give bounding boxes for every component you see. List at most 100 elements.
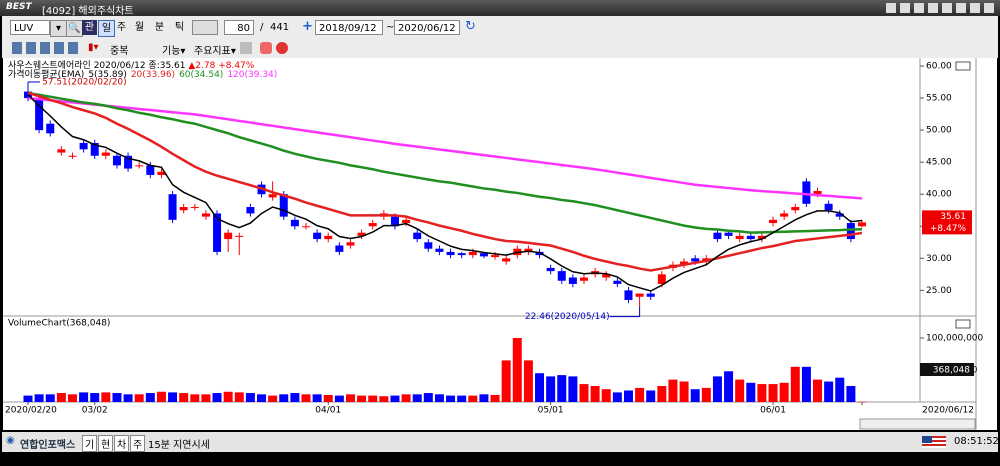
- indicator-menu[interactable]: 주요지표▾: [194, 46, 236, 57]
- toolbar-button[interactable]: 관: [82, 20, 97, 35]
- header-line: 사우스웨스트에어라인 2020/06/12 종:35.61 ▲2.78 +8.4…: [8, 59, 255, 71]
- volume-bar: [112, 393, 122, 402]
- volume-bar: [813, 379, 823, 402]
- status-tab[interactable]: 기: [82, 435, 98, 452]
- y-tick-label: 100,000,000: [926, 334, 984, 344]
- volume-bar: [168, 392, 178, 402]
- volume-bar: [123, 394, 133, 402]
- candle-body: [735, 235, 744, 240]
- volume-bar: [512, 338, 522, 402]
- delay-note: 15분 지연시세: [148, 440, 210, 451]
- red-icon[interactable]: [276, 42, 288, 54]
- candle-body: [90, 142, 99, 156]
- refresh-button[interactable]: ↻: [465, 19, 476, 34]
- candle-body: [79, 142, 88, 150]
- toolbar-2: ▮▾ 중복 기능▾ 주요지표▾: [2, 39, 998, 58]
- stock-info: 2020/06/12 종:35.61: [94, 60, 186, 71]
- volume-bar: [835, 377, 845, 402]
- volume-bar: [401, 394, 411, 402]
- candle-body: [824, 203, 833, 211]
- red-icon[interactable]: [260, 42, 272, 54]
- y-tick-label: 40.00: [926, 190, 952, 200]
- volume-bar: [90, 393, 100, 402]
- volume-bar: [101, 392, 111, 402]
- candle-body: [157, 171, 166, 175]
- candle-body: [179, 207, 188, 211]
- toolbar-button[interactable]: 틱: [174, 22, 185, 33]
- blank-box[interactable]: [192, 20, 218, 35]
- legend-entry: 60(34.54): [179, 70, 223, 80]
- y-tick-label: 55.00: [926, 94, 952, 104]
- candle-body: [201, 213, 210, 217]
- volume-bar: [490, 394, 500, 402]
- add-button[interactable]: +: [302, 19, 313, 34]
- candle-body: [235, 235, 244, 237]
- toolbar-button[interactable]: 분: [154, 22, 165, 33]
- pane-buttons[interactable]: [955, 319, 971, 329]
- y-tick-label: 50.00: [926, 126, 952, 136]
- candle-body: [346, 242, 355, 246]
- status-tab[interactable]: 현: [98, 435, 114, 452]
- candle-body: [813, 191, 822, 195]
- volume-bar: [635, 387, 645, 402]
- volume-bar: [568, 376, 578, 402]
- pane-buttons[interactable]: [955, 61, 971, 71]
- last-volume-box: [920, 363, 974, 376]
- tool-icons[interactable]: [12, 42, 82, 54]
- leader-line: [609, 306, 641, 318]
- separator: /: [260, 22, 264, 33]
- candle-body: [268, 194, 277, 198]
- search-button[interactable]: 🔍: [66, 20, 83, 37]
- clock: 08:51:52: [954, 436, 999, 447]
- chart-bg: [3, 58, 997, 430]
- overlap-button[interactable]: 중복: [110, 46, 129, 57]
- toolbar-button[interactable]: 주: [116, 22, 127, 33]
- candle-body: [357, 232, 366, 236]
- volume-bar: [145, 393, 155, 402]
- volume-bar: [412, 394, 422, 402]
- candle-body: [368, 223, 377, 227]
- symbol-input[interactable]: LUV: [10, 20, 50, 35]
- total-count: 441: [270, 22, 290, 33]
- volume-bar: [557, 375, 567, 402]
- status-tab[interactable]: 차: [114, 435, 130, 452]
- candle-body: [780, 213, 789, 217]
- candle-body: [635, 293, 644, 297]
- x-tick-label: 05/01: [538, 406, 564, 416]
- candle-body: [568, 277, 577, 284]
- volume-bar: [34, 394, 44, 402]
- window-buttons[interactable]: [886, 3, 994, 13]
- volume-bar: [679, 381, 689, 402]
- x-tick-label: 04/01: [315, 406, 341, 416]
- volume-bar: [201, 394, 211, 402]
- candle-body: [691, 258, 700, 262]
- candle-body: [846, 223, 855, 240]
- from-date[interactable]: 2018/09/12: [315, 20, 383, 35]
- function-menu[interactable]: 기능▾: [162, 46, 186, 57]
- count-input[interactable]: 80: [224, 20, 254, 35]
- toolbar-button[interactable]: 일: [98, 20, 115, 37]
- volume-bar: [579, 384, 589, 402]
- volume-bar: [790, 366, 800, 402]
- candle-body: [313, 232, 322, 240]
- stock-change: ▲2.78 +8.47%: [188, 61, 254, 71]
- volume-bar: [301, 394, 311, 402]
- volume-bar: [501, 360, 511, 402]
- scrollbar[interactable]: [859, 418, 976, 430]
- status-tab[interactable]: 주: [130, 435, 146, 452]
- to-date[interactable]: 2020/06/12: [394, 20, 460, 35]
- candle-body: [791, 207, 800, 211]
- volume-bar: [390, 395, 400, 402]
- candle-body: [858, 222, 866, 227]
- menu-label: 주요지표: [194, 46, 231, 57]
- ema-line: [27, 96, 863, 200]
- toolbar-button[interactable]: 월: [134, 22, 145, 33]
- us-flag: [922, 436, 946, 448]
- candle-body: [646, 293, 655, 297]
- volume-bar: [312, 394, 322, 402]
- candle-body: [468, 251, 477, 256]
- gray-icon[interactable]: [240, 42, 252, 54]
- candle-body: [402, 219, 411, 224]
- color-icon[interactable]: ▮▾: [88, 42, 99, 53]
